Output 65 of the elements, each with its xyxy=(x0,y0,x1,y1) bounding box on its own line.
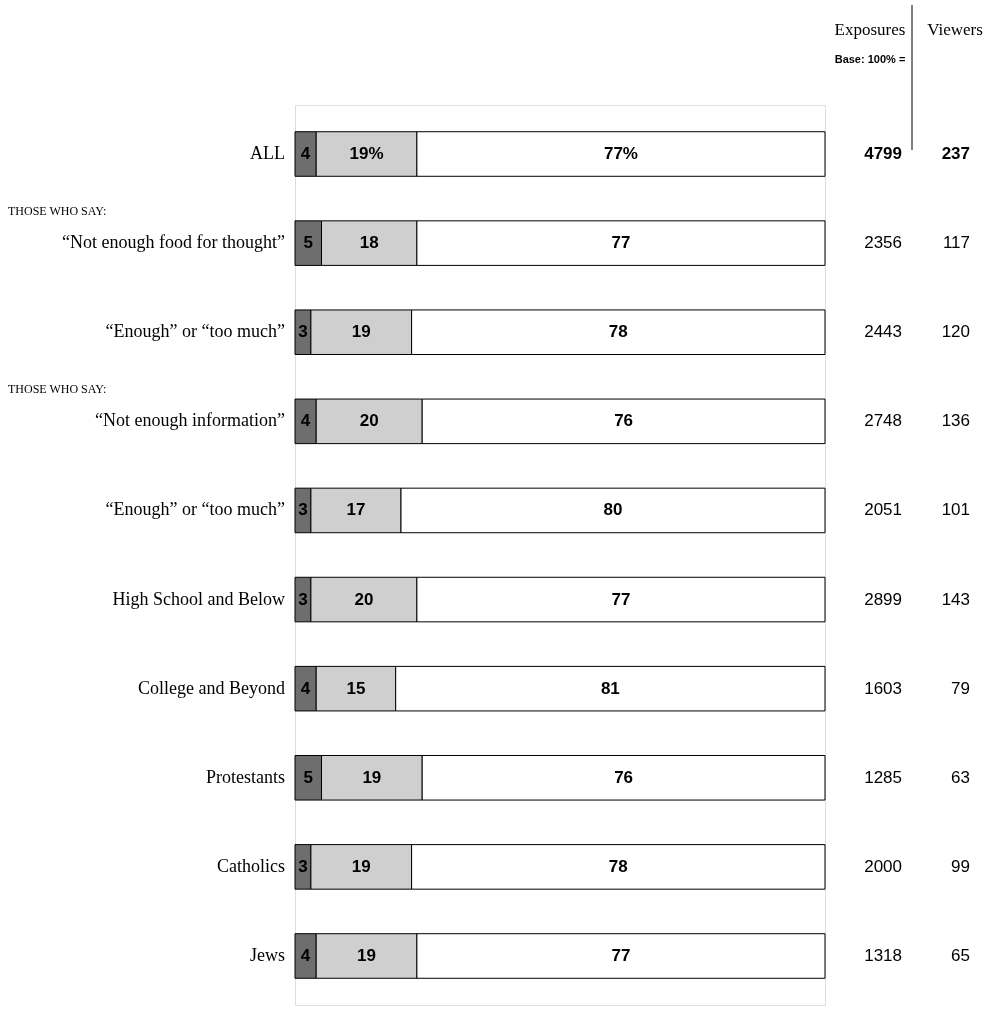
y-tick-label: Catholics xyxy=(217,855,285,876)
y-tick-label: “Not enough information” xyxy=(95,410,286,431)
text: 2443 xyxy=(864,322,902,342)
y-tick-label: Protestants xyxy=(206,766,285,787)
data-label: 77 xyxy=(611,233,631,253)
data-label: 18 xyxy=(359,233,379,253)
data-label: 20 xyxy=(359,411,379,431)
data-label: 17 xyxy=(346,500,366,520)
data-label: 20 xyxy=(354,589,374,609)
text: 101 xyxy=(941,500,970,520)
text: 2051 xyxy=(864,500,902,520)
y-tick-label: ALL xyxy=(250,143,285,164)
data-label: 78 xyxy=(608,322,628,342)
text: Exposures xyxy=(834,20,906,39)
data-label: 81 xyxy=(600,678,620,698)
text: 2356 xyxy=(864,233,902,253)
text: 2899 xyxy=(864,589,902,609)
data-label: 4 xyxy=(300,411,311,431)
text: 2000 xyxy=(864,856,902,876)
text: 117 xyxy=(942,233,970,253)
data-label: 19 xyxy=(351,322,371,342)
text: 1285 xyxy=(864,767,902,787)
data-label: 80 xyxy=(603,500,623,520)
y-tick-label: “Enough” or “too much” xyxy=(105,499,286,520)
data-label: 19 xyxy=(362,767,382,787)
data-label: 3 xyxy=(298,856,308,876)
text: 1318 xyxy=(864,945,902,965)
text: 120 xyxy=(941,322,970,342)
text: 1603 xyxy=(864,678,902,698)
text: 143 xyxy=(941,589,970,609)
data-label: 19 xyxy=(351,856,371,876)
y-tick-label: Jews xyxy=(250,944,285,965)
data-label: 3 xyxy=(298,500,308,520)
text: 65 xyxy=(951,945,970,965)
text: THOSE WHO SAY: xyxy=(8,204,107,219)
data-label: 78 xyxy=(608,856,628,876)
data-label: 19% xyxy=(349,144,384,164)
data-label: 4 xyxy=(300,945,311,965)
text: 4799 xyxy=(864,144,902,164)
data-label: 3 xyxy=(298,589,308,609)
data-label: 15 xyxy=(346,678,366,698)
data-label: 19 xyxy=(357,945,377,965)
y-tick-label: High School and Below xyxy=(112,588,285,609)
data-label: 5 xyxy=(303,767,313,787)
text: 99 xyxy=(951,856,970,876)
data-label: 5 xyxy=(303,233,313,253)
text: Base: 100% = xyxy=(834,53,906,65)
data-label: 4 xyxy=(300,144,311,164)
data-label: 77 xyxy=(611,589,631,609)
data-label: 4 xyxy=(300,678,311,698)
data-label: 76 xyxy=(614,767,634,787)
text: 2748 xyxy=(864,411,902,431)
data-label: 77 xyxy=(611,945,631,965)
data-label: 76 xyxy=(614,411,634,431)
y-tick-label: “Enough” or “too much” xyxy=(105,321,286,342)
text: 79 xyxy=(951,678,970,698)
y-tick-label: College and Beyond xyxy=(138,677,285,698)
text: 63 xyxy=(951,767,970,787)
text: Viewers xyxy=(927,20,983,39)
text: 237 xyxy=(941,144,970,164)
text: 136 xyxy=(941,411,970,431)
data-label: 77% xyxy=(603,144,638,164)
y-tick-label: “Not enough food for thought” xyxy=(62,232,286,253)
data-label: 3 xyxy=(298,322,308,342)
text: THOSE WHO SAY: xyxy=(8,382,107,397)
